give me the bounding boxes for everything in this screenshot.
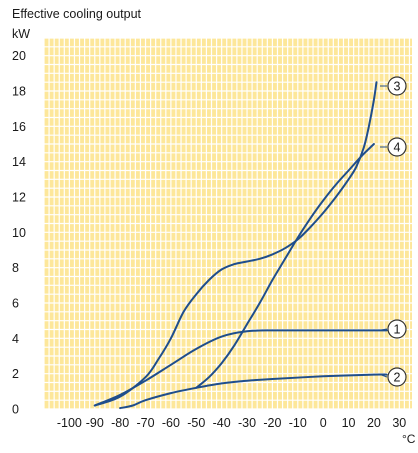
series-marker-2 bbox=[387, 367, 407, 387]
x-tick-label: -10 bbox=[289, 416, 307, 430]
chart-title: Effective cooling output bbox=[12, 7, 142, 21]
y-tick-label: 20 bbox=[12, 49, 26, 63]
x-tick-label: -90 bbox=[86, 416, 104, 430]
y-tick-label: 16 bbox=[12, 120, 26, 134]
x-tick-label: -100 bbox=[57, 416, 82, 430]
y-tick-label: 4 bbox=[12, 332, 19, 346]
series-line-4 bbox=[195, 143, 375, 389]
series-leader-1 bbox=[378, 328, 388, 331]
x-tick-label: -80 bbox=[111, 416, 129, 430]
series-label-1: 1 bbox=[394, 323, 401, 337]
series-label-4: 4 bbox=[394, 141, 401, 155]
series-marker-4 bbox=[387, 137, 407, 157]
x-tick-label: -60 bbox=[162, 416, 180, 430]
x-tick-label: 30 bbox=[392, 416, 406, 430]
x-axis-unit: °C bbox=[402, 432, 416, 446]
x-tick-label: -20 bbox=[263, 416, 281, 430]
x-tick-label: -50 bbox=[187, 416, 205, 430]
y-tick-label: 0 bbox=[12, 403, 19, 417]
series-marker-3 bbox=[387, 76, 407, 96]
series-line-3 bbox=[93, 81, 378, 407]
y-tick-label: 6 bbox=[12, 297, 19, 311]
y-tick-label: 12 bbox=[12, 191, 26, 205]
x-tick-label: 10 bbox=[342, 416, 356, 430]
series-marker-1 bbox=[387, 319, 407, 339]
y-tick-label: 8 bbox=[12, 261, 19, 275]
x-tick-label: -70 bbox=[136, 416, 154, 430]
y-axis-unit: kW bbox=[12, 27, 31, 41]
x-tick-label: -40 bbox=[213, 416, 231, 430]
x-tick-label: 20 bbox=[367, 416, 381, 430]
x-tick-label: -30 bbox=[238, 416, 256, 430]
series-line-2 bbox=[119, 373, 388, 410]
y-tick-label: 18 bbox=[12, 85, 26, 99]
x-tick-label: 0 bbox=[320, 416, 327, 430]
series-leader-2 bbox=[379, 374, 388, 378]
series-label-2: 2 bbox=[394, 371, 401, 385]
y-tick-label: 10 bbox=[12, 226, 26, 240]
series-label-3: 3 bbox=[394, 80, 401, 94]
y-tick-label: 2 bbox=[12, 367, 19, 381]
y-tick-label: 14 bbox=[12, 155, 26, 169]
